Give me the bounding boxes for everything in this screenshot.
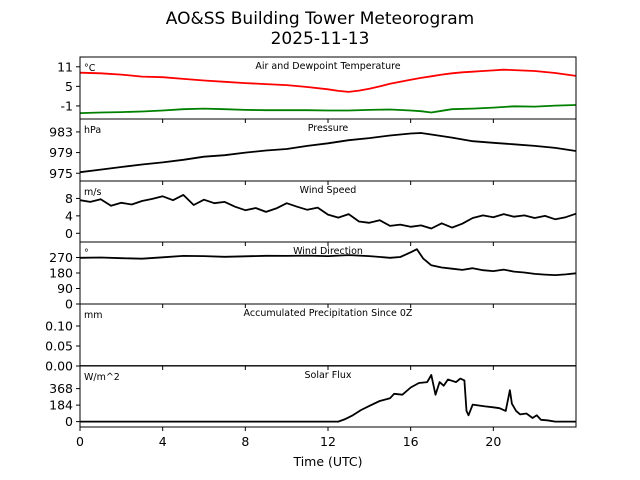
panel-title: Air and Dewpoint Temperature [255, 61, 400, 72]
panel-unit-label: W/m^2 [84, 372, 120, 383]
y-tick-label: 983 [49, 124, 73, 139]
x-axis: 0 4 8 12 16 20 [76, 434, 501, 449]
x-axis-label: Time (UTC) [292, 454, 362, 469]
panel-unit-label: mm [84, 310, 103, 321]
series-line-temp-0 [80, 68, 576, 93]
x-tick-label: 16 [403, 434, 419, 449]
panels: 11 5 -1 °C Air and Dewpoint Temperature 983 97… [45, 56, 577, 431]
panel-unit-label: °C [84, 63, 96, 74]
series-line-wind_dir-0 [80, 248, 576, 277]
x-tick-label: 0 [76, 434, 84, 449]
series-line-wind_speed-0 [80, 193, 576, 230]
panel-unit-label: m/s [84, 187, 101, 198]
x-tick-label: 4 [159, 434, 167, 449]
y-tick-label: 0 [65, 414, 73, 429]
panel-title: Pressure [308, 123, 349, 134]
panel-temp: 11 5 -1 °C Air and Dewpoint Temperature [57, 56, 577, 123]
figure-title: AO&SS Building Tower Meteorogram [166, 9, 474, 29]
y-tick-label: 979 [49, 145, 73, 160]
series-line-solar-0 [80, 374, 576, 423]
y-tick-label: 975 [49, 166, 73, 181]
panel-unit-label: hPa [84, 125, 101, 136]
panel-title: Wind Speed [300, 185, 357, 196]
y-tick-label: 368 [49, 381, 73, 396]
series-line-temp-1 [80, 104, 576, 114]
y-tick-label: 180 [49, 266, 73, 281]
y-tick-label: 5 [65, 79, 73, 94]
y-tick-label: 0.05 [45, 339, 73, 354]
panel-title: Solar Flux [305, 370, 352, 381]
x-tick-label: 8 [241, 434, 249, 449]
y-tick-label: 90 [57, 281, 73, 296]
y-tick-label: 8 [65, 191, 73, 206]
panel-wind_speed: 8 4 0 m/s Wind Speed [65, 180, 577, 246]
y-tick-label: 0 [65, 226, 73, 241]
panel-precip: 0.10 0.05 0.00 mm Accumulated Precipitation … [45, 303, 577, 374]
y-tick-label: 11 [57, 59, 73, 74]
y-tick-label: 0.10 [45, 319, 73, 334]
y-tick-label: 270 [49, 250, 73, 265]
y-tick-label: 184 [49, 398, 73, 413]
y-tick-label: 4 [65, 208, 73, 223]
panel-title: Accumulated Precipitation Since 0Z [244, 308, 413, 319]
x-tick-label: 20 [485, 434, 501, 449]
panel-pressure: 983 979 975 hPa Pressure [49, 118, 577, 185]
y-tick-label: -1 [61, 98, 73, 113]
y-tick-label: 0.00 [45, 359, 73, 374]
series-line-pressure-0 [80, 132, 576, 174]
panel-title: Wind Direction [293, 246, 363, 257]
y-tick-label: 0 [65, 297, 73, 312]
x-tick-label: 12 [320, 434, 336, 449]
panel-unit-label: ° [84, 248, 89, 259]
figure-subtitle: 2025-11-13 [271, 29, 370, 49]
